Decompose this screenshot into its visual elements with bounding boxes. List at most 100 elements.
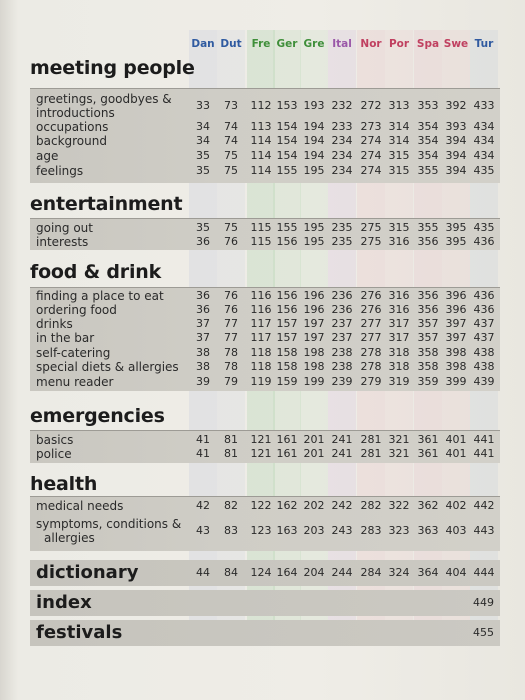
page-number-gre: 197: [303, 317, 325, 330]
page-number-dut: 79: [224, 375, 238, 388]
page-number-fre: 112: [250, 99, 272, 112]
page-number-swe: 398: [445, 360, 467, 373]
page-number-spa: 355: [417, 164, 439, 177]
page-number-ital: 242: [331, 499, 353, 512]
page-number-ital: 238: [331, 360, 353, 373]
topic-label: background: [36, 134, 107, 148]
lang-header-dut: Dut: [220, 38, 242, 50]
bottom-bar-title: dictionary: [36, 562, 139, 583]
lang-header-nor: Nor: [360, 38, 382, 50]
page-number-swe: 394: [445, 149, 467, 162]
table-row: background 34 74 114 154 194 234 274 314 354 394 43…: [30, 134, 500, 148]
page-number-swe: 395: [445, 235, 467, 248]
page-number-spa: 358: [417, 346, 439, 359]
page-number-fre: 113: [250, 120, 272, 133]
page-number-ital: 238: [331, 346, 353, 359]
page-number-spa: 354: [417, 134, 439, 147]
page-number-ger: 155: [276, 221, 298, 234]
section-title: food & drink: [30, 261, 162, 283]
page-number-dut: 76: [224, 289, 238, 302]
page-number-fre: 117: [250, 331, 272, 344]
page-number-por: 318: [388, 346, 410, 359]
page-number: 449: [473, 596, 494, 609]
page-number-dut: 73: [224, 99, 238, 112]
page-number-gre: 203: [303, 524, 325, 537]
page-number-nor: 282: [360, 499, 382, 512]
page-number-gre: 196: [303, 303, 325, 316]
topic-label: in the bar: [36, 331, 95, 345]
page-number-dan: 39: [196, 375, 210, 388]
page-number-fre: 123: [250, 524, 272, 537]
page-number-ital: 241: [331, 433, 353, 446]
page-number-ger: 156: [276, 235, 298, 248]
table-row: special diets & allergies 38 78 118 158 198 23…: [30, 360, 500, 374]
page-number-spa: 354: [417, 120, 439, 133]
page-number-fre: 115: [250, 235, 272, 248]
table-row: greetings, goodbyes & introductions 33 73 11…: [30, 92, 500, 120]
page-number-nor: 276: [360, 289, 382, 302]
page-number-por: 317: [388, 331, 410, 344]
page-number-ger: 161: [276, 433, 298, 446]
page-number-ger: 154: [276, 120, 298, 133]
table-row: menu reader 39 79 119 159 199 239 279 319 359 399 4…: [30, 375, 500, 389]
page-number-ger: 158: [276, 346, 298, 359]
lang-header-ger: Ger: [276, 38, 298, 50]
bottom-bar-dictionary: dictionary 44 84 124 164 204 244 284 324 364 404 44…: [30, 560, 500, 586]
table-row: age 35 75 114 154 194 234 274 315 354 394 434: [30, 149, 500, 163]
page-number-por: 323: [388, 524, 410, 537]
page-number-swe: 402: [445, 499, 467, 512]
lang-header-gre: Gre: [303, 38, 325, 50]
page-number-por: 319: [388, 375, 410, 388]
page-number-ger: 154: [276, 134, 298, 147]
page-number-spa: 354: [417, 149, 439, 162]
page-number-gre: 199: [303, 375, 325, 388]
page-number-spa: 356: [417, 303, 439, 316]
page-number-tur: 435: [473, 221, 495, 234]
page-number-fre: 116: [250, 289, 272, 302]
page-number-ger: 164: [276, 566, 298, 579]
page-number-nor: 279: [360, 375, 382, 388]
section-table-background: [30, 430, 500, 463]
page-number-ger: 156: [276, 289, 298, 302]
topic-label-continued: introductions: [36, 106, 115, 120]
page-number-tur: 436: [473, 303, 495, 316]
page-number-dan: 41: [196, 433, 210, 446]
page-number-ger: 157: [276, 331, 298, 344]
page-number-dut: 82: [224, 499, 238, 512]
page-number-ital: 243: [331, 524, 353, 537]
page-number-spa: 361: [417, 433, 439, 446]
page-number-dan: 35: [196, 164, 210, 177]
page-number-ital: 232: [331, 99, 353, 112]
page-number-swe: 394: [445, 134, 467, 147]
section-title: emergencies: [30, 405, 165, 427]
page-number-nor: 275: [360, 221, 382, 234]
section-table: [30, 88, 500, 183]
page-number-dan: 42: [196, 499, 210, 512]
topic-label-continued: allergies: [44, 531, 95, 545]
page-number-ital: 241: [331, 447, 353, 460]
bottom-bar-title: festivals: [36, 622, 123, 643]
page-number-gre: 198: [303, 346, 325, 359]
page-number-ital: 235: [331, 235, 353, 248]
page-number-spa: 364: [417, 566, 439, 579]
table-row: drinks 37 77 117 157 197 237 277 317 357 397 437: [30, 317, 500, 331]
page-number-dan: 36: [196, 235, 210, 248]
page-number-swe: 398: [445, 346, 467, 359]
page-number-gre: 195: [303, 221, 325, 234]
page-number-ger: 154: [276, 149, 298, 162]
page-number-dan: 34: [196, 134, 210, 147]
page-number-dut: 77: [224, 331, 238, 344]
page-number-swe: 395: [445, 221, 467, 234]
page-number-ger: 153: [276, 99, 298, 112]
page-number-dut: 74: [224, 134, 238, 147]
lang-header-dan: Dan: [191, 38, 215, 50]
page-number-swe: 393: [445, 120, 467, 133]
page-number-nor: 277: [360, 317, 382, 330]
page-number-gre: 194: [303, 120, 325, 133]
page-number-dut: 77: [224, 317, 238, 330]
page-number-gre: 196: [303, 289, 325, 302]
page-number-nor: 281: [360, 433, 382, 446]
topic-label: basics: [36, 433, 74, 447]
table-row: ordering food 36 76 116 156 196 236 276 316 356 39…: [30, 303, 500, 317]
page-number-ger: 156: [276, 303, 298, 316]
